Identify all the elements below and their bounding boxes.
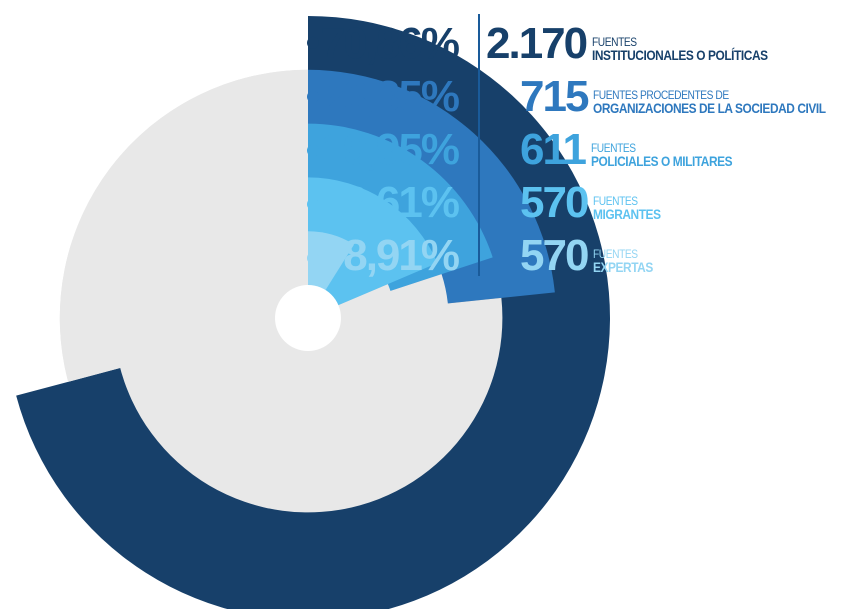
bar-start-dot-4 — [307, 252, 319, 265]
legend-label-bottom: POLICIALES O MILITARES — [590, 153, 733, 169]
count-label: 715 — [520, 72, 589, 121]
legend-description: FUENTES EXPERTAS — [593, 248, 663, 278]
legend-entry-expertas: 570 FUENTES EXPERTAS — [520, 234, 664, 278]
divider-line — [478, 14, 480, 276]
radial-bar-3 — [308, 177, 438, 318]
percent-label-institucionales: 70,86% — [320, 19, 460, 68]
count-label: 570 — [520, 231, 589, 280]
bar-start-dot-1 — [307, 90, 319, 103]
legend-entry-policiales: 611 FUENTES POLICIALES O MILITARES — [520, 128, 757, 172]
legend-description: FUENTES MIGRANTES — [593, 195, 673, 225]
count-label: 611 — [520, 125, 587, 174]
bar-start-dot-0 — [307, 36, 319, 49]
legend-description: FUENTES POLICIALES O MILITARES — [591, 142, 757, 172]
center-hole — [275, 285, 341, 351]
legend-entry-migrantes: 570 FUENTES MIGRANTES — [520, 181, 673, 225]
legend-label-top: FUENTES — [593, 194, 639, 208]
legend-label-top: FUENTES — [592, 35, 637, 49]
percent-label-expertas: 8,91% — [343, 231, 460, 280]
count-label: 570 — [520, 178, 589, 227]
legend-entry-institucionales: 2.170 FUENTES INSTITUCIONALES O POLÍTICA… — [486, 22, 799, 66]
legend-label-top: FUENTES PROCEDENTES DE — [593, 88, 730, 102]
bar-start-dot-2 — [307, 144, 319, 157]
legend-label-bottom: ORGANIZACIONES DE LA SOCIEDAD CIVIL — [593, 100, 827, 116]
percent-label-sociedad-civil: 23,35% — [320, 72, 460, 121]
legend-label-bottom: EXPERTAS — [593, 259, 654, 275]
legend-description: FUENTES INSTITUCIONALES O POLÍTICAS — [592, 36, 799, 66]
bar-start-dot-3 — [307, 198, 319, 211]
legend-entry-sociedad-civil: 715 FUENTES PROCEDENTES DE ORGANIZACIONE… — [520, 75, 858, 119]
percent-label-policiales: 19,95% — [320, 125, 460, 174]
percent-label-migrantes: 18,61% — [320, 178, 460, 227]
legend-label-bottom: INSTITUCIONALES O POLÍTICAS — [592, 47, 768, 63]
legend-label-top: FUENTES — [590, 141, 636, 155]
legend-label-bottom: MIGRANTES — [593, 206, 661, 222]
count-label: 2.170 — [486, 19, 588, 68]
legend-label-top: FUENTES — [593, 247, 639, 261]
legend-description: FUENTES PROCEDENTES DE ORGANIZACIONES DE… — [593, 89, 858, 119]
